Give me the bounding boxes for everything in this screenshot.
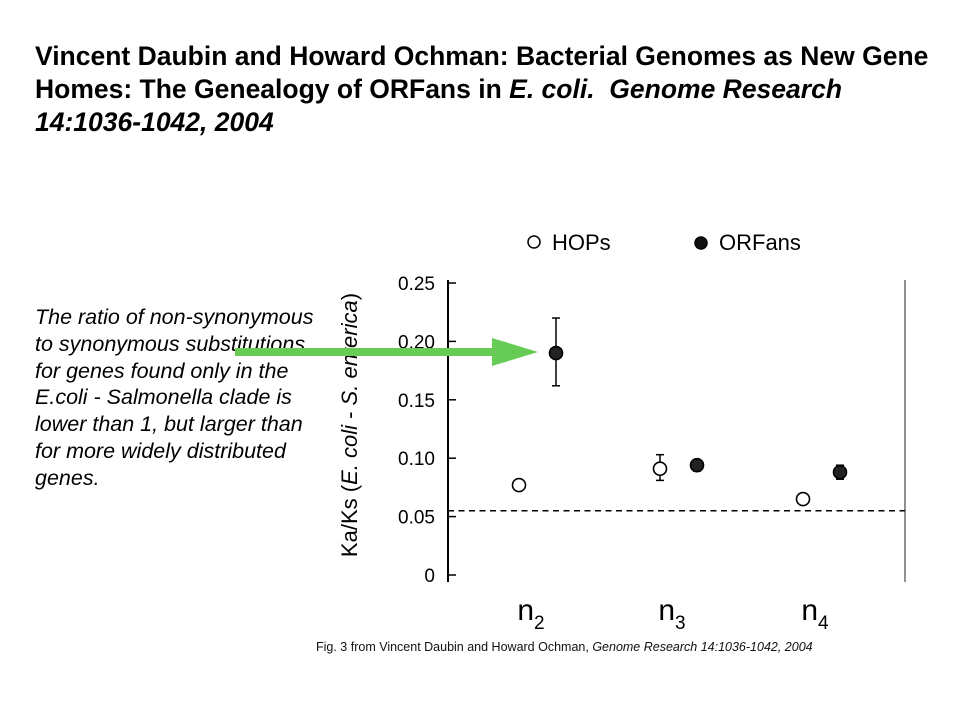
ylabel-part-2: E. coli (337, 424, 362, 485)
annotation-arrow (235, 338, 538, 366)
y-tick-label: 0.10 (398, 449, 435, 470)
legend: HOPs ORFans (527, 230, 801, 255)
slide-title: Vincent Daubin and Howard Ochman: Bacter… (35, 40, 935, 139)
title-tail: Genome Research 14:1036-1042, 2004 (35, 74, 843, 137)
arrow-head (492, 338, 538, 366)
category-subscript: 4 (818, 613, 829, 634)
ylabel-part-3: - (337, 405, 362, 425)
legend-label-orfans: ORFans (719, 230, 801, 255)
category-base: n (517, 594, 534, 627)
data-points (511, 317, 848, 507)
credit-plain: Fig. 3 from Vincent Daubin and Howard Oc… (316, 640, 589, 654)
legend-marker-hops (527, 235, 541, 249)
y-axis-label: Ka/Ks (E. coli - S. enterica) (337, 293, 362, 557)
orfans-point (689, 457, 705, 473)
slide-caption: The ratio of non-synonymous to synonymou… (35, 305, 314, 490)
ylabel-part-5: ) (337, 293, 362, 300)
x-category-label: n2 (517, 594, 544, 634)
orfans-point (548, 345, 564, 361)
y-tick-label: 0 (424, 566, 435, 587)
y-tick-label: 0.15 (398, 391, 435, 412)
x-category-label: n3 (658, 594, 685, 634)
x-category-label: n4 (801, 594, 829, 634)
x-axis: n2 n3 n4 (517, 594, 829, 634)
ylabel-part-1: Ka/Ks ( (337, 484, 362, 557)
credit-italic: Genome Research 14:1036-1042, 2004 (592, 640, 813, 654)
category-subscript: 2 (534, 613, 545, 634)
legend-label-hops: HOPs (552, 230, 611, 255)
y-tick-label: 0.05 (398, 508, 435, 529)
legend-marker-orfans (694, 236, 708, 250)
figure-credit: Fig. 3 from Vincent Daubin and Howard Oc… (316, 640, 813, 654)
category-base: n (658, 594, 675, 627)
hops-point (511, 477, 527, 493)
y-tick-label: 0.25 (398, 274, 435, 295)
title-main: Vincent Daubin and Howard Ochman: Bacter… (35, 41, 929, 104)
category-base: n (801, 594, 818, 627)
hops-point (652, 461, 668, 477)
orfans-point (832, 464, 848, 480)
category-subscript: 3 (675, 613, 686, 634)
title-italic: E. coli. (509, 74, 595, 104)
hops-point (795, 491, 811, 507)
